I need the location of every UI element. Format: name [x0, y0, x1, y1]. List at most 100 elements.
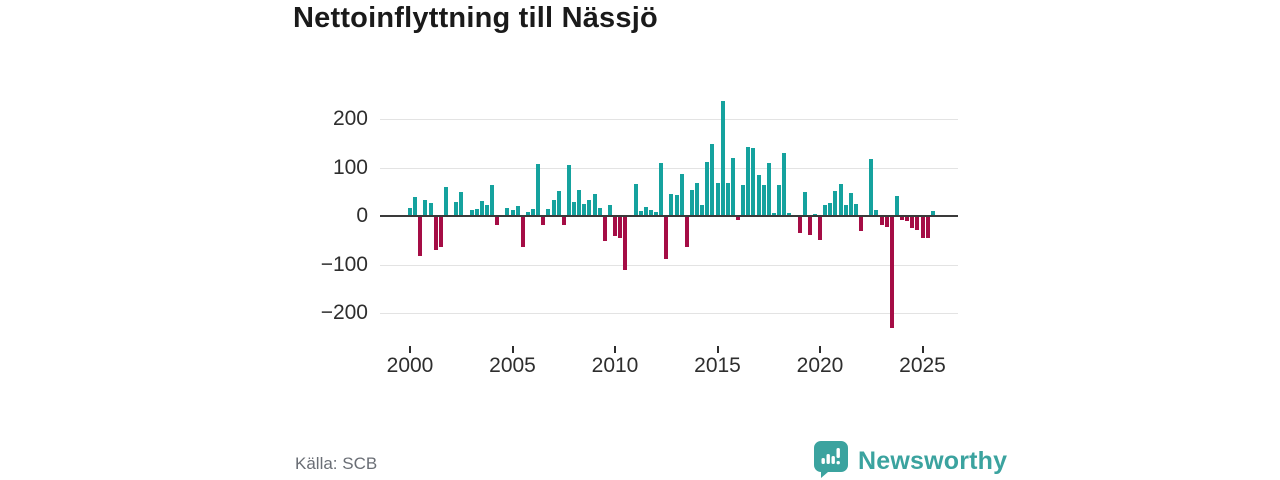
bar-2014-q1 — [695, 183, 699, 216]
bar-2009-q2 — [597, 207, 602, 216]
x-tick-mark — [511, 346, 514, 353]
bar-2025-q2 — [925, 216, 930, 238]
bar-2017-q1 — [756, 175, 761, 216]
bar-2020-q2 — [823, 205, 828, 216]
bar-2008-q2 — [577, 190, 582, 216]
bar-2022-q1 — [859, 216, 863, 232]
x-tick-label: 2005 — [489, 354, 536, 377]
bar-2020-q3 — [828, 202, 833, 216]
bar-2004-q2 — [495, 216, 500, 226]
bar-2012-q2 — [659, 163, 664, 216]
bar-2017-q4 — [771, 212, 776, 216]
chart-title: Nettoinflyttning till Nässjö — [293, 2, 658, 34]
bar-2009-q3 — [602, 216, 607, 242]
bar-2023-q4 — [894, 196, 899, 216]
bar-2001-q1 — [428, 202, 433, 216]
x-tick-label: 2000 — [386, 354, 434, 377]
bar-2021-q3 — [848, 193, 853, 216]
bar-2010-q2 — [618, 216, 623, 238]
bar-2018-q1 — [777, 184, 781, 216]
bar-2004-q4 — [505, 208, 510, 216]
bar-2016-q4 — [751, 147, 756, 216]
bar-2021-q2 — [843, 204, 848, 216]
bar-2024-q2 — [905, 216, 910, 222]
bar-2007-q3 — [561, 216, 566, 225]
bar-2013-q4 — [689, 189, 694, 216]
bar-2015-q2 — [720, 100, 725, 216]
x-tick-mark — [614, 346, 616, 353]
bar-2003-q2 — [474, 208, 479, 216]
bar-2001-q3 — [438, 216, 443, 247]
bar-2006-q3 — [541, 216, 546, 226]
newsworthy-logo: Newsworthy — [813, 440, 1007, 480]
y-tick-label: 0 — [356, 204, 368, 227]
bar-2005-q1 — [510, 210, 515, 216]
bar-2012-q1 — [654, 211, 658, 216]
bar-2007-q2 — [556, 190, 561, 216]
gridline — [380, 167, 958, 169]
bar-2017-q2 — [761, 184, 766, 216]
bar-2024-q1 — [900, 216, 904, 221]
bar-2024-q3 — [910, 216, 915, 228]
bar-2012-q3 — [664, 216, 669, 260]
bar-2018-q2 — [782, 153, 787, 216]
bar-2011-q3 — [643, 207, 648, 216]
bar-2024-q4 — [915, 216, 920, 231]
bar-2020-q1 — [818, 216, 822, 241]
bar-2023-q3 — [889, 216, 894, 328]
bar-2000-q2 — [413, 197, 418, 216]
bar-2008-q4 — [587, 200, 592, 216]
bar-2003-q3 — [479, 201, 484, 216]
x-tick-label: 2015 — [694, 354, 741, 377]
newsworthy-speech-bubble-chart-icon — [813, 440, 849, 480]
gridline — [380, 119, 958, 120]
x-tick-mark — [819, 346, 821, 353]
bar-2000-q3 — [418, 216, 423, 256]
bar-2022-q3 — [869, 158, 874, 216]
bar-2015-q3 — [725, 183, 730, 216]
bar-2021-q4 — [853, 203, 858, 216]
bar-2010-q1 — [613, 216, 617, 236]
bar-2019-q1 — [797, 216, 802, 233]
bar-2021-q1 — [838, 184, 843, 216]
gridline — [380, 313, 958, 314]
bar-2011-q2 — [638, 211, 643, 216]
bar-2009-q4 — [607, 205, 612, 216]
bar-2008-q1 — [572, 202, 576, 216]
bar-2002-q2 — [454, 201, 459, 216]
bar-2005-q2 — [515, 206, 520, 216]
bar-2016-q3 — [746, 146, 751, 216]
bar-2003-q1 — [469, 210, 474, 216]
x-tick-mark — [716, 346, 719, 353]
bar-2025-q1 — [920, 216, 925, 239]
bar-2007-q4 — [566, 165, 571, 216]
bar-2022-q4 — [874, 210, 879, 216]
bar-2001-q4 — [443, 186, 448, 216]
bar-2004-q1 — [490, 184, 494, 216]
bar-2023-q1 — [879, 216, 884, 226]
bar-2019-q3 — [807, 216, 812, 236]
newsworthy-wordmark: Newsworthy — [858, 447, 1008, 475]
bar-2010-q3 — [623, 216, 628, 271]
bar-2005-q3 — [520, 216, 525, 247]
gridline — [380, 264, 958, 266]
bar-2006-q1 — [531, 209, 535, 216]
bar-2013-q1 — [674, 194, 679, 216]
bar-2012-q4 — [669, 193, 674, 216]
bar-2015-q4 — [730, 157, 735, 216]
bar-2014-q2 — [700, 205, 705, 216]
bar-2025-q3 — [930, 210, 935, 216]
bar-2013-q3 — [684, 216, 689, 247]
bar-2019-q2 — [802, 191, 807, 216]
bar-2014-q3 — [705, 161, 710, 216]
bar-2006-q4 — [546, 208, 551, 216]
bar-2001-q2 — [433, 216, 438, 250]
bar-2023-q2 — [884, 216, 889, 227]
bar-2015-q1 — [715, 183, 720, 216]
bar-2017-q3 — [766, 163, 771, 216]
bar-2016-q1 — [736, 216, 740, 221]
x-tick-label: 2025 — [899, 354, 946, 377]
bar-2006-q2 — [536, 164, 541, 216]
x-tick-label: 2020 — [796, 354, 844, 377]
